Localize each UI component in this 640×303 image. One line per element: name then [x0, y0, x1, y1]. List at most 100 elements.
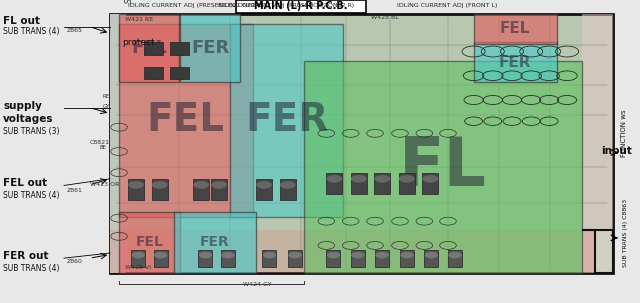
Circle shape [128, 181, 144, 188]
Text: W428 BL: W428 BL [371, 15, 399, 20]
Bar [230, 24, 343, 217]
Circle shape [422, 175, 438, 182]
Circle shape [211, 181, 227, 188]
Circle shape [449, 252, 461, 258]
Text: SUB TRANS (4) C8863: SUB TRANS (4) C8863 [623, 199, 628, 267]
Text: SUB TRANS (4): SUB TRANS (4) [3, 264, 60, 273]
Text: C8821: C8821 [90, 140, 109, 145]
Text: SUB TRANS (4): SUB TRANS (4) [3, 27, 60, 36]
Circle shape [221, 252, 234, 258]
Bar [110, 14, 613, 273]
Bar [582, 14, 613, 273]
Bar [422, 173, 438, 194]
Bar [154, 250, 168, 267]
Bar [128, 179, 144, 200]
Text: FL out: FL out [3, 15, 40, 26]
Bar [170, 42, 189, 55]
Text: FER: FER [191, 39, 229, 57]
Circle shape [326, 175, 342, 182]
Text: FEL: FEL [500, 21, 531, 36]
Text: SUB TR: SUB TR [125, 0, 134, 3]
Bar [152, 179, 168, 200]
Circle shape [154, 252, 167, 258]
Bar [144, 67, 163, 79]
Text: MAIN (L)-R P.C.B.: MAIN (L)-R P.C.B. [254, 1, 348, 12]
Circle shape [375, 175, 390, 182]
Circle shape [132, 252, 145, 258]
Bar [144, 42, 163, 55]
Text: Z861: Z861 [67, 188, 83, 193]
FancyBboxPatch shape [236, 0, 366, 13]
Circle shape [327, 252, 340, 258]
Bar [474, 42, 557, 82]
Circle shape [152, 181, 168, 188]
Text: input: input [601, 146, 632, 157]
Text: IDLING CURRENT ADJ (FRONT L): IDLING CURRENT ADJ (FRONT L) [397, 2, 497, 8]
Text: SUB TRANS (3): SUB TRANS (3) [3, 127, 60, 136]
Text: Z860: Z860 [67, 259, 83, 264]
Circle shape [280, 181, 296, 188]
Text: protect: protect [122, 38, 155, 47]
Text: W425 VI: W425 VI [125, 265, 151, 270]
Circle shape [401, 252, 413, 258]
Bar [374, 173, 390, 194]
Bar [399, 173, 415, 194]
Text: W424 GY: W424 GY [243, 282, 272, 287]
Text: FER out: FER out [3, 251, 49, 261]
Circle shape [351, 252, 364, 258]
Bar [326, 250, 340, 267]
Text: W423 OR: W423 OR [90, 182, 119, 187]
Bar [174, 212, 256, 273]
Bar [193, 179, 209, 200]
Bar [119, 14, 179, 82]
Bar [304, 61, 582, 273]
Bar [375, 250, 389, 267]
Text: IDLING CURRENT ADJ (PRESENCE/ZONE2 L): IDLING CURRENT ADJ (PRESENCE/ZONE2 L) [128, 2, 264, 8]
Text: FEL out: FEL out [3, 178, 47, 188]
Circle shape [376, 252, 388, 258]
Text: FEL: FEL [136, 235, 164, 249]
Bar [131, 250, 145, 267]
Polygon shape [582, 230, 613, 273]
Text: FEL: FEL [131, 39, 167, 57]
Bar [170, 67, 189, 79]
Bar [198, 250, 212, 267]
Text: IDLING CURRENT ADJ (PRESENCE/ZONE2 R): IDLING CURRENT ADJ (PRESENCE/ZONE2 R) [218, 2, 354, 8]
Text: FL: FL [399, 134, 487, 200]
Bar [256, 179, 272, 200]
Bar [221, 250, 235, 267]
Text: SUB TRANS (4): SUB TRANS (4) [3, 191, 60, 200]
Text: supply: supply [3, 101, 42, 111]
Bar [262, 250, 276, 267]
Circle shape [351, 175, 367, 182]
Text: Z865: Z865 [67, 28, 83, 33]
Text: voltages: voltages [3, 114, 54, 124]
Bar [180, 14, 240, 82]
Text: BE: BE [99, 145, 106, 150]
Circle shape [425, 252, 438, 258]
Bar [474, 14, 557, 44]
Bar [119, 212, 180, 273]
Bar [424, 250, 438, 267]
Circle shape [199, 252, 212, 258]
Text: FER: FER [499, 55, 531, 70]
Bar [326, 173, 342, 194]
Text: FEL: FEL [147, 102, 225, 139]
Circle shape [193, 181, 209, 188]
Text: RE: RE [102, 95, 109, 99]
Text: W421 RE: W421 RE [125, 17, 153, 22]
Bar [119, 24, 253, 217]
Bar [110, 230, 613, 273]
Bar [288, 250, 302, 267]
Text: FUNCTION ws: FUNCTION ws [621, 109, 627, 157]
Text: FER: FER [245, 102, 328, 139]
Circle shape [256, 181, 272, 188]
Bar [280, 179, 296, 200]
Circle shape [263, 252, 276, 258]
Bar [400, 250, 414, 267]
Text: GY: GY [102, 104, 109, 109]
Bar [110, 14, 126, 273]
Text: FER: FER [200, 235, 230, 249]
Bar [351, 250, 365, 267]
Circle shape [289, 252, 301, 258]
